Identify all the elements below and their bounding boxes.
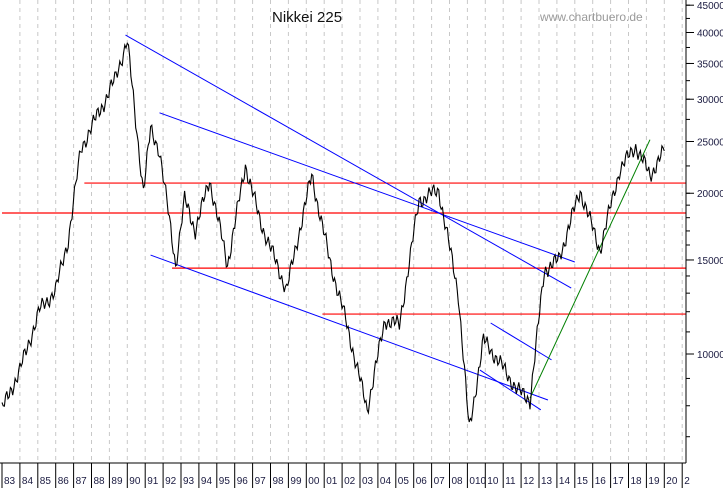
- y-tick-label: 45000: [697, 1, 723, 12]
- x-tick-label: 08: [452, 476, 464, 487]
- x-tick-label: 17: [613, 476, 625, 487]
- x-tick-label: 11: [505, 476, 516, 487]
- x-tick-label: 02: [344, 476, 356, 487]
- x-tick-label: 96: [237, 476, 249, 487]
- x-tick-label: 94: [201, 476, 213, 487]
- x-tick-label: 20: [666, 476, 678, 487]
- x-tick-label: 98: [273, 476, 285, 487]
- x-tick-label: 90: [129, 476, 141, 487]
- x-tick-label: 92: [165, 476, 177, 487]
- x-tick-label: 010: [469, 476, 486, 487]
- trend-line: [529, 139, 651, 399]
- x-tick-label: 84: [22, 476, 34, 487]
- x-tick-label: 12: [523, 476, 535, 487]
- y-tick-label: 40000: [697, 28, 723, 39]
- x-tick-label: 13: [541, 476, 553, 487]
- y-tick-label: 20000: [697, 189, 723, 200]
- x-tick-label: 16: [595, 476, 607, 487]
- x-tick-label: 88: [94, 476, 106, 487]
- x-tick-label: 14: [559, 476, 571, 487]
- chart-title: Nikkei 225: [272, 9, 342, 26]
- x-tick-label: 2: [684, 476, 690, 487]
- y-tick-label: 10000: [697, 350, 723, 361]
- x-tick-label: 86: [58, 476, 70, 487]
- y-tick-label: 30000: [697, 95, 723, 106]
- x-tick-label: 91: [147, 476, 159, 487]
- x-tick-label: 07: [434, 476, 446, 487]
- x-tick-label: 97: [255, 476, 267, 487]
- watermark: www.chartbuero.de: [539, 10, 643, 24]
- x-tick-label: 15: [577, 476, 589, 487]
- x-tick-label: 87: [76, 476, 88, 487]
- x-tick-label: 93: [183, 476, 195, 487]
- x-tick-label: 19: [648, 476, 660, 487]
- x-tick-label: 04: [380, 476, 392, 487]
- x-tick-label: 05: [398, 476, 410, 487]
- trend-line: [490, 322, 552, 361]
- x-tick-label: 00: [308, 476, 320, 487]
- trend-line: [125, 34, 572, 289]
- x-tick-label: 83: [4, 476, 16, 487]
- x-tick-label: 18: [631, 476, 643, 487]
- y-tick-label: 25000: [697, 138, 723, 149]
- x-tick-label: 89: [111, 476, 123, 487]
- x-tick-label: 95: [219, 476, 231, 487]
- x-tick-label: 10: [487, 476, 499, 487]
- trend-line: [150, 254, 549, 401]
- y-tick-label: 35000: [697, 59, 723, 70]
- x-tick-label: 01: [326, 476, 338, 487]
- price-line: [1, 42, 665, 423]
- x-tick-label: 03: [362, 476, 374, 487]
- y-tick-label: 15000: [697, 256, 723, 267]
- x-tick-label: 06: [416, 476, 428, 487]
- trend-line: [159, 112, 575, 263]
- x-tick-label: 99: [290, 476, 302, 487]
- x-tick-label: 85: [40, 476, 52, 487]
